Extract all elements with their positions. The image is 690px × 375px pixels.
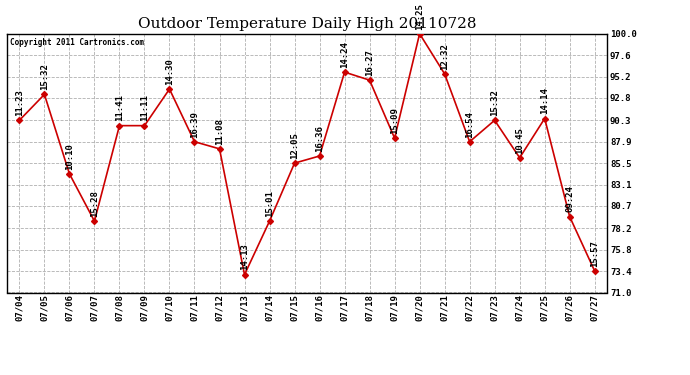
Text: 11:23: 11:23 — [15, 89, 24, 116]
Text: 11:08: 11:08 — [215, 118, 224, 145]
Text: 11:11: 11:11 — [140, 94, 149, 122]
Text: 15:32: 15:32 — [40, 63, 49, 90]
Text: 15:32: 15:32 — [490, 89, 499, 116]
Text: 10:10: 10:10 — [65, 143, 74, 170]
Text: 15:09: 15:09 — [390, 107, 399, 134]
Text: 12:32: 12:32 — [440, 43, 449, 70]
Text: 14:13: 14:13 — [240, 244, 249, 270]
Text: 14:25: 14:25 — [415, 3, 424, 30]
Text: 16:54: 16:54 — [465, 111, 474, 138]
Text: 16:36: 16:36 — [315, 125, 324, 152]
Text: 16:27: 16:27 — [365, 49, 374, 76]
Text: 14:14: 14:14 — [540, 87, 549, 114]
Text: 11:41: 11:41 — [115, 94, 124, 122]
Text: Copyright 2011 Cartronics.com: Copyright 2011 Cartronics.com — [10, 38, 144, 46]
Text: 14:30: 14:30 — [165, 58, 174, 85]
Text: 09:24: 09:24 — [565, 186, 574, 213]
Title: Outdoor Temperature Daily High 20110728: Outdoor Temperature Daily High 20110728 — [138, 17, 476, 31]
Text: 12:05: 12:05 — [290, 132, 299, 159]
Text: 15:28: 15:28 — [90, 190, 99, 217]
Text: 15:57: 15:57 — [590, 240, 599, 267]
Text: 15:01: 15:01 — [265, 190, 274, 217]
Text: 10:45: 10:45 — [515, 127, 524, 154]
Text: 14:24: 14:24 — [340, 41, 349, 68]
Text: 16:39: 16:39 — [190, 111, 199, 138]
